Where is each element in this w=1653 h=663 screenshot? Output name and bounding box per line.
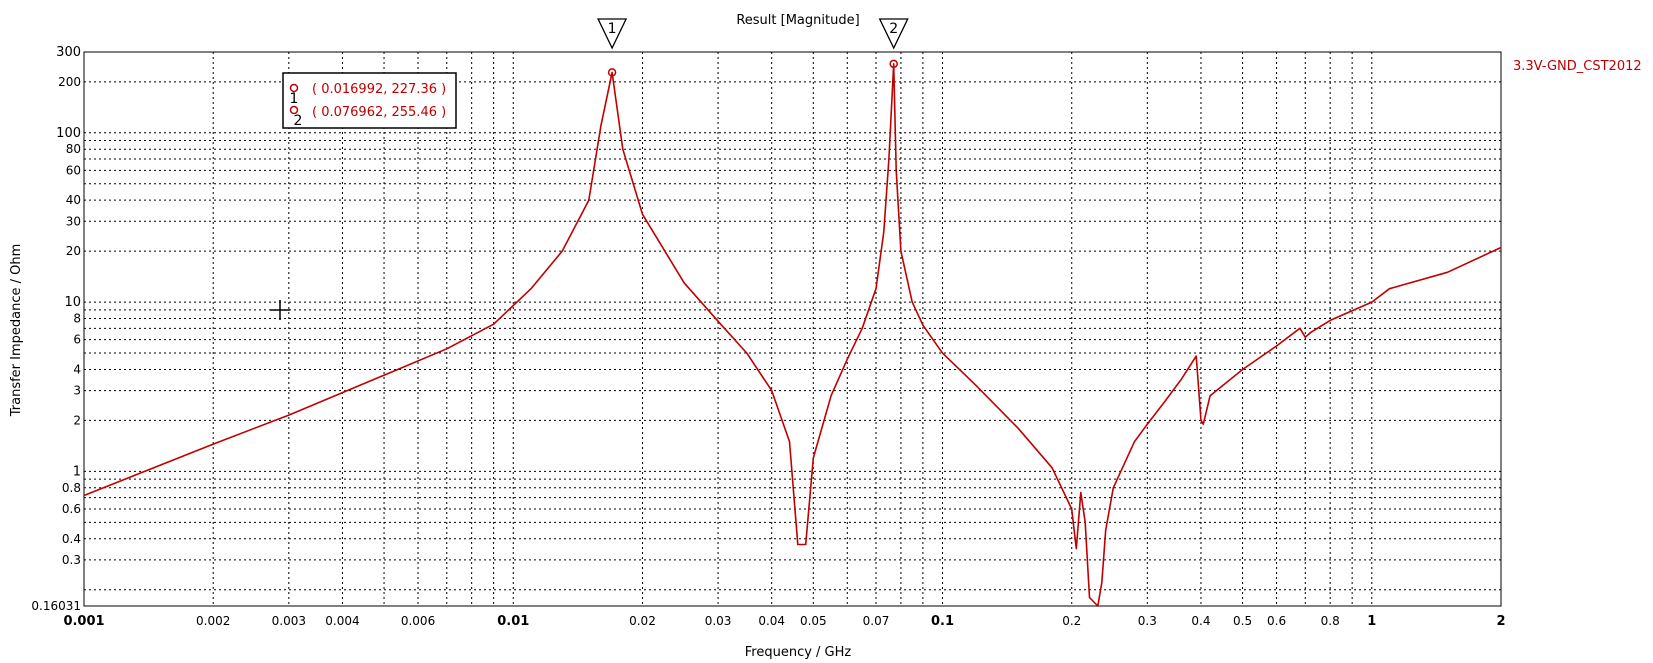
marker-point xyxy=(889,59,898,69)
readout-marker-1-icon xyxy=(289,83,299,93)
x-tick-label-major: 0.1 xyxy=(931,614,954,629)
x-axis-label: Frequency / GHz xyxy=(745,645,852,660)
y-tick-label-minor: 200 xyxy=(58,75,81,89)
readout-marker-1-value: ( 0.016992, 227.36 ) xyxy=(312,82,446,97)
marker-flag-icon xyxy=(878,18,909,50)
y-tick-label-minor: 3 xyxy=(73,384,81,398)
y-tick-labels: 1 10 100 300 0.16031 0.3 0.4 0.6 0.8 2 3 4 6 8 20 30 40 6… xyxy=(31,45,81,613)
x-tick-label-minor: 0.2 xyxy=(1062,614,1081,628)
x-tick-label-minor: 0.07 xyxy=(863,614,890,628)
y-tick-label-minor: 30 xyxy=(66,214,81,228)
series-line xyxy=(83,62,1502,607)
y-tick-label-minor: 0.3 xyxy=(62,553,81,567)
y-axis-label: Transfer Impedance / Ohm xyxy=(9,244,24,418)
y-tick-label-minor: 0.16031 xyxy=(31,599,81,613)
x-tick-label-minor: 0.3 xyxy=(1138,614,1157,628)
marker-flag-icon xyxy=(597,18,628,50)
y-tick-label-minor: 6 xyxy=(73,333,81,347)
y-tick-label-minor: 2 xyxy=(73,413,81,427)
x-tick-label-minor: 0.05 xyxy=(800,614,827,628)
y-tick-label-minor: 0.8 xyxy=(62,481,81,495)
y-tick-label-major: 10 xyxy=(64,295,81,310)
readout-marker-1-label: 1 xyxy=(290,91,299,107)
chart-title: Result [Magnitude] xyxy=(736,13,859,28)
readout-box-frame xyxy=(282,72,457,129)
x-tick-label-minor: 0.04 xyxy=(758,614,785,628)
x-tick-label-minor: 0.03 xyxy=(705,614,732,628)
readout-marker-2-icon xyxy=(289,105,299,115)
x-tick-label-minor: 0.003 xyxy=(272,614,306,628)
plot-frame xyxy=(83,51,1502,607)
y-tick-label-major: 300 xyxy=(56,45,81,60)
x-tick-label-minor: 0.002 xyxy=(196,614,230,628)
y-tick-label-minor: 0.4 xyxy=(62,532,81,546)
x-tick-label-minor: 0.6 xyxy=(1267,614,1286,628)
marker-flag-label: 1 xyxy=(608,21,617,37)
marker-point xyxy=(607,68,617,77)
x-tick-label-minor: 0.8 xyxy=(1321,614,1340,628)
x-tick-label-major: 0.001 xyxy=(63,614,104,629)
x-tick-label-major: 2 xyxy=(1496,614,1505,629)
legend-series-label: 3.3V-GND_CST2012 xyxy=(1513,59,1642,74)
crosshair-cursor-icon xyxy=(270,300,290,320)
y-tick-label-minor: 8 xyxy=(73,311,81,325)
x-tick-label-minor: 0.004 xyxy=(325,614,359,628)
x-tick-label-minor: 0.02 xyxy=(629,614,656,628)
series xyxy=(83,62,1502,607)
marker-flag-label: 2 xyxy=(889,21,898,37)
x-tick-label-minor: 0.4 xyxy=(1191,614,1210,628)
marker-readout-box: 1 ( 0.016992, 227.36 ) 2 ( 0.076962, 255… xyxy=(282,72,457,129)
x-tick-label-minor: 0.5 xyxy=(1233,614,1252,628)
y-tick-label-minor: 40 xyxy=(66,193,81,207)
readout-marker-2-label: 2 xyxy=(294,113,303,129)
x-tick-label-major: 1 xyxy=(1367,614,1376,629)
y-tick-label-major: 100 xyxy=(56,126,81,141)
x-tick-label-major: 0.01 xyxy=(497,614,529,629)
y-tick-label-minor: 60 xyxy=(66,163,81,177)
y-tick-label-major: 1 xyxy=(73,464,81,479)
y-tick-label-minor: 4 xyxy=(73,362,81,376)
y-tick-label-minor: 80 xyxy=(66,142,81,156)
y-tick-label-minor: 0.6 xyxy=(62,502,81,516)
readout-marker-2-value: ( 0.076962, 255.46 ) xyxy=(312,105,446,120)
x-tick-label-minor: 0.006 xyxy=(401,614,435,628)
x-tick-labels: 0.001 0.01 0.1 1 2 0.002 0.003 0.004 0.006 0.02 0.… xyxy=(63,614,1505,629)
y-tick-label-minor: 20 xyxy=(66,244,81,258)
